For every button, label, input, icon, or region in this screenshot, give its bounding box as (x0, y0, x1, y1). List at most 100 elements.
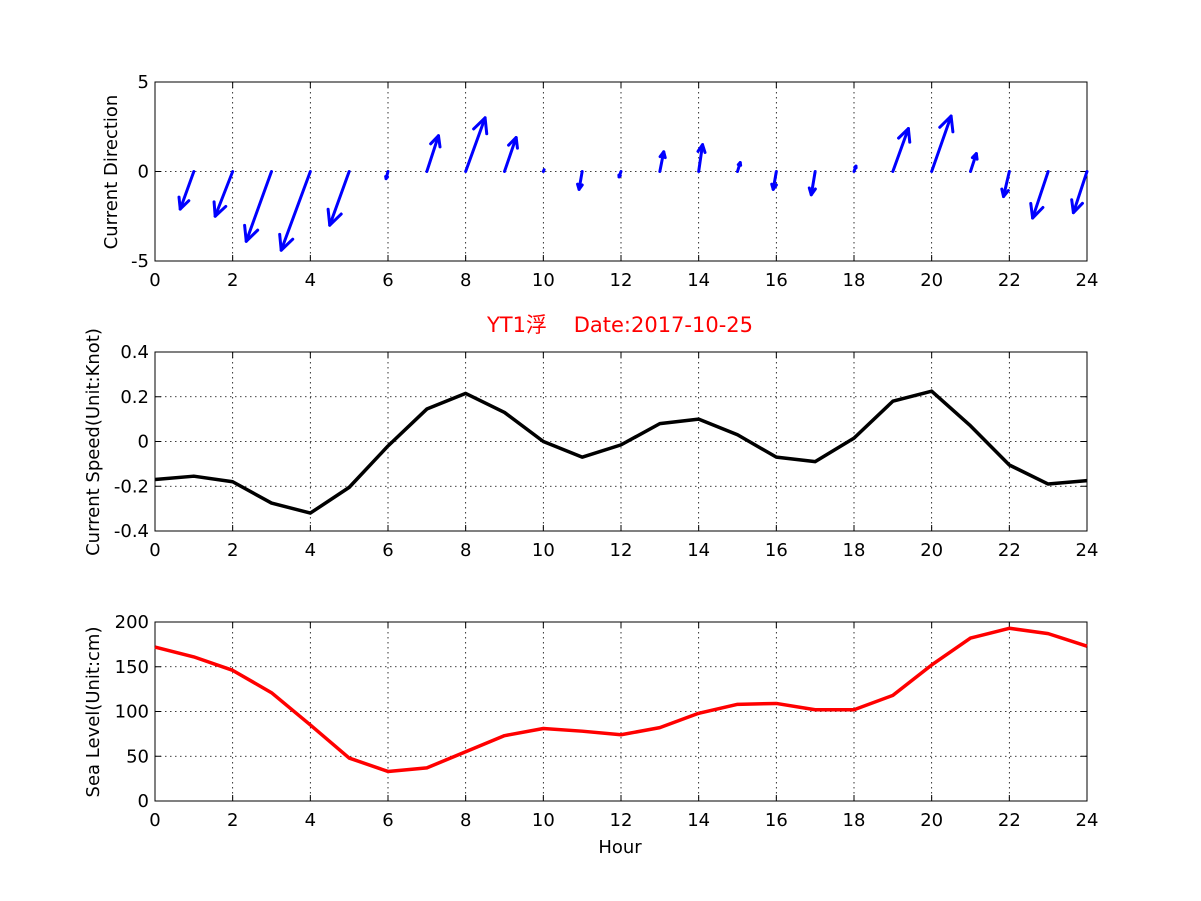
direction-xtick-label: 14 (687, 270, 710, 291)
chart-title: YT1浮 Date:2017-10-25 (486, 313, 753, 337)
current-arrow (891, 127, 912, 173)
current-arrow (326, 170, 351, 227)
current-arrow (384, 170, 390, 181)
arrow-shaft (1031, 170, 1050, 220)
sea-level-xtick-label: 6 (382, 810, 393, 831)
direction-xtick-label: 24 (1076, 270, 1099, 291)
current-arrow (852, 164, 858, 173)
current-arrow (696, 143, 707, 173)
speed-xtick-label: 14 (687, 540, 710, 561)
arrow-shaft (541, 168, 546, 173)
speed-ytick-label: 0.4 (120, 342, 149, 363)
current-arrow (503, 135, 519, 173)
current-arrow (177, 170, 196, 211)
arrow-head (736, 161, 743, 167)
direction-xtick-label: 8 (460, 270, 471, 291)
direction-xtick-label: 6 (382, 270, 393, 291)
speed-xtick-label: 20 (920, 540, 943, 561)
sea-level-xtick-label: 22 (998, 810, 1021, 831)
direction-xtick-label: 16 (765, 270, 788, 291)
arrow-head (278, 232, 295, 252)
sea-level-axes-box (154, 621, 1088, 802)
arrow-shaft (697, 143, 705, 173)
arrow-shaft (425, 134, 440, 173)
direction-ytick-label: 5 (138, 72, 149, 93)
sea-level-xtick-label: 18 (843, 810, 866, 831)
direction-ytick-label: 0 (138, 162, 149, 183)
speed-xtick-label: 12 (610, 540, 633, 561)
current-arrow (658, 150, 667, 173)
current-arrow (930, 114, 955, 173)
speed-ytick-label: -0.2 (114, 476, 149, 497)
arrow-shaft (279, 170, 312, 252)
arrow-head (658, 150, 667, 160)
arrow-head (472, 116, 489, 136)
speed-ylabel: Current Speed(Unit:Knot) (83, 328, 104, 556)
arrow-shaft (809, 170, 817, 197)
speed-xtick-label: 16 (765, 540, 788, 561)
arrow-shaft (891, 127, 910, 173)
sea-level-panel: Sea Level(Unit:cm) Hour 0 2 4 6 8 10 12 14 16 18 2… (83, 612, 1098, 858)
speed-xtick-label: 22 (998, 540, 1021, 561)
sea-level-xtick-label: 14 (687, 810, 710, 831)
sea-level-xtick-label: 8 (460, 810, 471, 831)
current-arrow (1029, 170, 1050, 220)
sea-level-xtick-label: 2 (227, 810, 238, 831)
sea-level-xlabel: Hour (598, 837, 642, 858)
arrow-head (212, 200, 228, 218)
direction-ylabel: Current Direction (101, 95, 122, 250)
sea-level-ylabel: Sea Level(Unit:cm) (83, 627, 104, 798)
arrow-shaft (1071, 170, 1089, 215)
sea-level-xtick-label: 16 (765, 810, 788, 831)
arrow-head (970, 152, 979, 161)
arrow-head (807, 186, 817, 197)
speed-xtick-label: 2 (227, 540, 238, 561)
arrow-shaft (1002, 170, 1011, 199)
arrow-shaft (503, 135, 518, 173)
arrow-shaft (178, 170, 196, 211)
sea-level-ytick-label: 0 (138, 791, 149, 812)
speed-xtick-label: 8 (460, 540, 471, 561)
sea-level-xtick-label: 20 (920, 810, 943, 831)
arrow-shaft (464, 116, 487, 173)
current-arrow (770, 170, 778, 191)
speed-axes-box (154, 351, 1088, 532)
direction-xtick-label: 12 (610, 270, 633, 291)
sea-level-series-line (154, 626, 1088, 774)
sea-level-xtick-label: 0 (149, 810, 160, 831)
sea-level-xtick-label: 12 (610, 810, 633, 831)
arrow-head (696, 143, 707, 154)
sea-level-xtick-label: 4 (305, 810, 316, 831)
arrow-head (243, 223, 260, 243)
speed-ytick-label: 0 (138, 432, 149, 453)
current-arrow (212, 170, 235, 218)
speed-xtick-label: 4 (305, 540, 316, 561)
arrow-head (853, 164, 858, 170)
current-arrow (969, 152, 979, 173)
current-arrow (1070, 170, 1089, 215)
direction-xtick-label: 2 (227, 270, 238, 291)
arrow-shaft (328, 170, 351, 227)
speed-xtick-label: 10 (532, 540, 555, 561)
arrow-head (897, 127, 912, 144)
sea-level-xtick-label: 10 (532, 810, 555, 831)
speed-panel: Current Speed(Unit:Knot) 0 2 4 6 8 10 12 14 16 18… (83, 328, 1098, 561)
arrow-shaft (213, 170, 235, 218)
current-arrow (617, 170, 623, 179)
current-arrow (736, 161, 743, 173)
current-arrow (1000, 170, 1011, 199)
arrow-head (177, 195, 191, 211)
sea-level-xtick-label: 24 (1076, 810, 1099, 831)
speed-series-line (154, 389, 1088, 515)
current-arrow (807, 170, 817, 197)
sea-level-ytick-label: 200 (115, 612, 149, 633)
arrow-head (1029, 201, 1045, 220)
arrow-head (938, 114, 955, 134)
arrow-shaft (244, 170, 273, 243)
current-arrow (278, 170, 312, 252)
direction-panel: Current Direction 0 2 4 6 8 10 12 14 16 18 20 22 245… (101, 72, 1098, 291)
arrow-head (1070, 198, 1084, 215)
direction-xtick-label: 18 (843, 270, 866, 291)
arrow-head (384, 174, 390, 181)
